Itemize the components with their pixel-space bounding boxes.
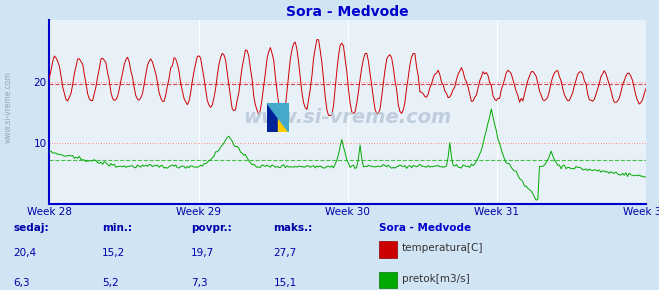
Bar bbox=[267, 103, 278, 132]
Text: temperatura[C]: temperatura[C] bbox=[402, 243, 484, 253]
Text: min.:: min.: bbox=[102, 223, 132, 233]
Text: 15,1: 15,1 bbox=[273, 278, 297, 288]
Text: 19,7: 19,7 bbox=[191, 248, 214, 258]
Text: www.si-vreme.com: www.si-vreme.com bbox=[3, 71, 13, 143]
Polygon shape bbox=[267, 103, 289, 132]
Text: 6,3: 6,3 bbox=[13, 278, 30, 288]
Text: www.si-vreme.com: www.si-vreme.com bbox=[243, 108, 452, 127]
Text: 27,7: 27,7 bbox=[273, 248, 297, 258]
Bar bbox=[379, 241, 397, 258]
Bar bbox=[278, 103, 289, 132]
Bar bbox=[379, 272, 397, 288]
Text: Sora - Medvode: Sora - Medvode bbox=[379, 223, 471, 233]
Text: 20,4: 20,4 bbox=[13, 248, 36, 258]
Title: Sora - Medvode: Sora - Medvode bbox=[286, 5, 409, 19]
Text: 7,3: 7,3 bbox=[191, 278, 208, 288]
Text: maks.:: maks.: bbox=[273, 223, 313, 233]
Text: povpr.:: povpr.: bbox=[191, 223, 232, 233]
Text: sedaj:: sedaj: bbox=[13, 223, 49, 233]
Text: 15,2: 15,2 bbox=[102, 248, 125, 258]
Text: 5,2: 5,2 bbox=[102, 278, 119, 288]
Text: pretok[m3/s]: pretok[m3/s] bbox=[402, 274, 470, 284]
